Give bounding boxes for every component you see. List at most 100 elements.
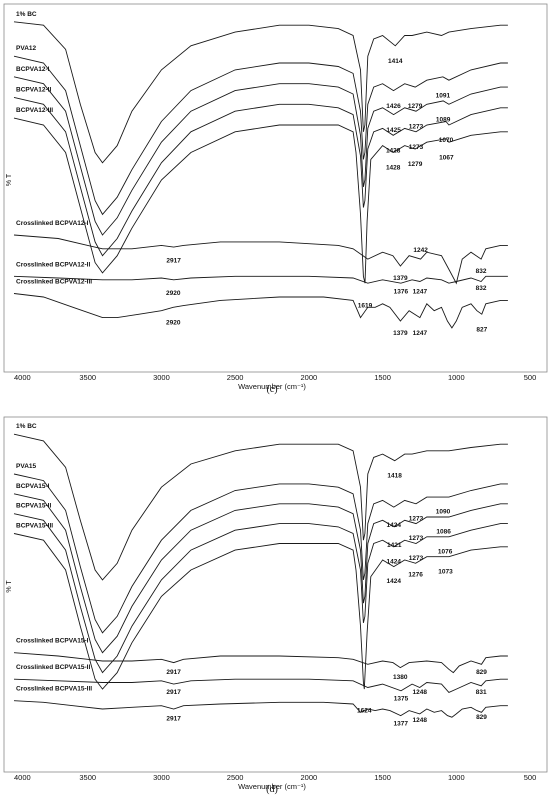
chart-0-xtick-3: 2500 — [227, 373, 244, 382]
chart-0-xtick-0: 4000 — [14, 373, 31, 382]
chart-0-xtick-6: 1000 — [448, 373, 465, 382]
chart-1-peak-label-22: 1377 — [393, 721, 408, 728]
chart-1-peak-label-14: 2917 — [166, 669, 181, 676]
chart-0-xtick-7: 500 — [524, 373, 537, 382]
chart-0-panel-letter: (c) — [266, 384, 277, 395]
chart-1-series-label-6: Crosslinked BCPVA15-II — [16, 664, 90, 671]
chart-1-series-5 — [13, 652, 508, 674]
chart-0-series-5 — [13, 234, 508, 285]
chart-1-series-0 — [13, 433, 508, 581]
chart-1-peak-label-21: 2917 — [166, 716, 181, 723]
chart-0-xtick-4: 2000 — [301, 373, 318, 382]
ftir-panel-c: % T 1% BC PVA12 BCPVA12-I BCPVA12-II BCPVA12-… — [0, 0, 550, 400]
chart-0-peak-label-22: 2920 — [166, 319, 181, 326]
chart-0-peak-label-13: 1619 — [358, 302, 373, 309]
chart-0-peak-label-11: 1279 — [408, 161, 423, 168]
chart-0-series-label-1: PVA12 — [16, 45, 36, 52]
chart-1-series-6 — [13, 678, 508, 693]
chart-0-peak-label-4: 1425 — [386, 127, 401, 134]
chart-1-xtick-3: 2500 — [227, 773, 244, 782]
chart-0-series-label-5: Crosslinked BCPVA12-I — [16, 220, 89, 227]
chart-1-peak-label-16: 829 — [476, 669, 487, 676]
chart-0-peak-label-19: 1247 — [413, 289, 428, 296]
chart-1-series-3 — [13, 513, 508, 674]
chart-0-peak-label-10: 1428 — [386, 165, 401, 172]
chart-1-ylabel: % T — [6, 580, 13, 593]
chart-0-peak-label-17: 832 — [476, 268, 487, 275]
chart-1-peak-label-19: 1248 — [412, 689, 427, 696]
chart-1-xtick-0: 4000 — [14, 773, 31, 782]
chart-1-xtick-4: 2000 — [301, 773, 318, 782]
chart-1-series-label-2: BCPVA15-I — [16, 483, 50, 490]
chart-1-peak-label-3: 1090 — [436, 509, 451, 516]
chart-0-peak-label-24: 1247 — [413, 330, 428, 337]
chart-1-panel-letter: (d) — [266, 784, 278, 795]
chart-0-series-4 — [13, 117, 508, 284]
chart-1-peak-label-12: 1073 — [438, 568, 453, 575]
chart-0-series-3 — [13, 96, 508, 257]
chart-0-series-6 — [13, 275, 508, 284]
chart-0-peak-label-20: 832 — [476, 285, 487, 292]
chart-1-peak-label-24: 829 — [476, 714, 487, 721]
ftir-chart-c: % T 1% BC PVA12 BCPVA12-I BCPVA12-II BCPVA12-… — [3, 3, 548, 395]
chart-1-series-label-5: Crosslinked BCPVA15-I — [16, 638, 89, 645]
chart-1-frame — [3, 416, 548, 773]
chart-1-peak-label-11: 1276 — [408, 572, 423, 579]
chart-1-peak-label-8: 1273 — [409, 555, 424, 562]
chart-0-xtick-2: 3000 — [153, 373, 170, 382]
chart-1-series-label-3: BCPVA15-II — [16, 503, 51, 510]
chart-0-series-label-7: Crosslinked BCPVA12-III — [16, 279, 92, 286]
chart-0-xtick-1: 3500 — [79, 373, 96, 382]
chart-0-peak-label-12: 1067 — [439, 154, 454, 161]
chart-1-peak-label-4: 1421 — [387, 542, 402, 549]
chart-0-peak-label-25: 827 — [476, 326, 487, 333]
chart-0-series-2 — [13, 76, 508, 236]
chart-1-series-1 — [13, 473, 508, 634]
chart-1-series-4 — [13, 533, 508, 690]
chart-0-peak-label-16: 1242 — [413, 247, 428, 254]
ftir-panel-d: % T 1% BC PVA15 BCPVA15-I BCPVA15-II BCPVA15-… — [0, 400, 550, 800]
chart-0-peak-label-2: 1279 — [408, 103, 423, 110]
chart-0-series-7 — [13, 293, 508, 329]
chart-1-peak-label-15: 1380 — [393, 674, 408, 681]
chart-1-peak-label-5: 1273 — [409, 535, 424, 542]
chart-1-series-2 — [13, 493, 508, 654]
chart-0-peak-label-23: 1379 — [393, 330, 408, 337]
chart-0-peak-label-9: 1070 — [439, 137, 454, 144]
chart-1-xtick-1: 3500 — [79, 773, 96, 782]
chart-1-peak-label-13: 1624 — [357, 707, 372, 714]
chart-1-series-label-7: Crosslinked BCPVA15-III — [16, 686, 92, 693]
chart-0-peak-label-3: 1091 — [436, 92, 451, 99]
chart-1-xtick-5: 1500 — [374, 773, 391, 782]
chart-0-series-label-4: BCPVA12-III — [16, 107, 53, 114]
chart-1-peak-label-9: 1076 — [438, 548, 453, 555]
chart-0-peak-label-5: 1273 — [409, 123, 424, 130]
chart-1-peak-label-10: 1424 — [387, 578, 402, 585]
chart-1-series-label-1: PVA15 — [16, 463, 36, 470]
chart-0-series-1 — [13, 55, 508, 216]
chart-1-peak-label-23: 1248 — [412, 717, 427, 724]
chart-1-peak-label-0: 1418 — [387, 472, 402, 479]
chart-0-series-label-2: BCPVA12-I — [16, 66, 50, 73]
chart-0-peak-label-15: 1379 — [393, 275, 408, 282]
chart-0-series-label-0: 1% BC — [16, 11, 37, 18]
chart-1-series-label-4: BCPVA15-III — [16, 523, 53, 530]
chart-0-ylabel: % T — [6, 173, 13, 186]
chart-0-peak-label-0: 1414 — [388, 58, 403, 65]
chart-1-xtick-7: 500 — [524, 773, 537, 782]
chart-0-peak-label-18: 1376 — [394, 289, 409, 296]
chart-0-series-label-3: BCPVA12-II — [16, 86, 51, 93]
chart-0-peak-label-1: 1426 — [386, 103, 401, 110]
chart-1-xtick-6: 1000 — [448, 773, 465, 782]
ftir-chart-d: % T 1% BC PVA15 BCPVA15-I BCPVA15-II BCPVA15-… — [3, 416, 548, 795]
chart-0-peak-label-21: 2920 — [166, 290, 181, 297]
chart-1-peak-label-18: 1375 — [394, 696, 409, 703]
chart-1-series-7 — [13, 700, 508, 718]
chart-0-frame — [3, 3, 548, 373]
chart-0-xtick-5: 1500 — [374, 373, 391, 382]
chart-0-xlabel: Wavenumber (cm⁻¹) — [238, 382, 306, 391]
chart-1-peak-label-20: 831 — [476, 689, 487, 696]
chart-0-series-label-6: Crosslinked BCPVA12-II — [16, 261, 90, 268]
chart-1-peak-label-6: 1086 — [436, 529, 451, 536]
chart-1-series-label-0: 1% BC — [16, 423, 37, 430]
